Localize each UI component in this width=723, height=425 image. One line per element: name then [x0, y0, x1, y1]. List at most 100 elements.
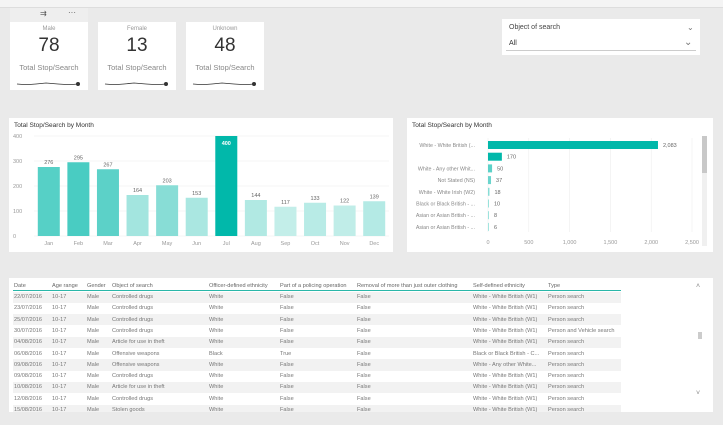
- table-cell: Person and Vehicle search: [548, 327, 615, 334]
- table-cell: White: [209, 373, 224, 380]
- bar-jul[interactable]: [215, 136, 238, 236]
- bar-jan[interactable]: [37, 167, 60, 236]
- table-cell: White - White British (W1): [473, 373, 538, 380]
- bar-aug[interactable]: [244, 200, 267, 236]
- bar-oct[interactable]: [304, 202, 327, 236]
- column-header[interactable]: Object of search: [112, 282, 153, 289]
- y-category-label: White - White British (...: [419, 143, 475, 149]
- table-row[interactable]: 25/07/2016 10-17 Male Controlled drugs White…: [13, 314, 621, 326]
- chevron-down-icon[interactable]: ⌄: [684, 37, 693, 48]
- bar-nov[interactable]: [333, 205, 356, 237]
- table-cell: False: [280, 339, 294, 346]
- y-category-label: Asian or Asian British - ...: [416, 225, 475, 231]
- bar[interactable]: [488, 152, 502, 161]
- table-cell: 10-17: [52, 407, 67, 412]
- bar[interactable]: [488, 164, 493, 173]
- x-tick-label: 0: [486, 240, 489, 246]
- table-row[interactable]: 09/08/2016 10-17 Male Offensive weapons Whit…: [13, 359, 621, 371]
- card-label: Unknown: [212, 26, 238, 32]
- table-cell: White - White British (W1): [473, 407, 538, 412]
- column-header[interactable]: Gender: [87, 282, 106, 289]
- top-bar: [0, 0, 723, 8]
- bar-mar[interactable]: [96, 169, 119, 236]
- scroll-down-icon[interactable]: ˅: [696, 390, 701, 397]
- data-label: 122: [340, 199, 349, 205]
- table-row[interactable]: 10/08/2016 10-17 Male Article for use in th…: [13, 381, 621, 394]
- table-cell: Male: [87, 407, 100, 412]
- table-cell: 10-17: [52, 327, 67, 334]
- card-value: 13: [126, 35, 148, 56]
- table-row[interactable]: 15/08/2016 10-17 Male Stolen goods White Fals…: [13, 404, 621, 412]
- table-row[interactable]: 09/08/2016 10-17 Male Controlled drugs White…: [13, 371, 621, 382]
- bar-sep[interactable]: [274, 206, 297, 236]
- bar-jun[interactable]: [185, 197, 208, 236]
- table-cell: False: [357, 327, 371, 334]
- x-tick-label: Jan: [44, 241, 53, 247]
- table-cell: White: [209, 407, 224, 412]
- bar[interactable]: [488, 141, 658, 149]
- column-header[interactable]: Age range: [52, 282, 78, 289]
- ethnicity-chart: Total Stop/Search by Month 0 500 1,000 1,50…: [407, 118, 713, 252]
- table-cell: False: [357, 294, 371, 300]
- kpi-card-unknown: Unknown 48 Total Stop/Search: [186, 22, 264, 90]
- more-options-icon[interactable]: ···: [68, 8, 76, 17]
- table-cell: False: [357, 316, 371, 323]
- table-cell: Male: [87, 384, 100, 391]
- x-tick-label: May: [162, 241, 173, 247]
- table-cell: Stolen goods: [112, 407, 145, 412]
- data-label: 37: [496, 178, 502, 184]
- data-label: 10: [494, 202, 500, 208]
- bar[interactable]: [488, 222, 489, 231]
- table-row[interactable]: 22/07/2016 10-17 Male Controlled drugs White…: [13, 291, 621, 303]
- table-cell: Person search: [548, 384, 585, 391]
- table-cell: False: [280, 384, 294, 391]
- column-header[interactable]: Date: [14, 282, 26, 289]
- bar-dec[interactable]: [363, 201, 386, 236]
- table-cell: False: [280, 327, 294, 334]
- data-label: 50: [497, 166, 503, 172]
- table-row[interactable]: 04/08/2016 10-17 Male Article for use in th…: [13, 336, 621, 348]
- table-row[interactable]: 12/08/2016 10-17 Male Controlled drugs White…: [13, 393, 621, 404]
- bar[interactable]: [488, 187, 490, 196]
- data-label: 153: [192, 191, 201, 197]
- sparkline: [104, 82, 168, 86]
- scrollbar[interactable]: [702, 136, 707, 246]
- table-cell: Male: [87, 305, 100, 312]
- table-cell: White - Any other White...: [473, 361, 537, 368]
- object-of-search-slicer[interactable]: Object of search ⌄ All ⌄: [502, 19, 700, 55]
- bar[interactable]: [488, 211, 489, 220]
- focus-mode-icon[interactable]: ⇉: [40, 9, 47, 18]
- slicer-dropdown[interactable]: [506, 37, 696, 51]
- column-header[interactable]: Removal of more than just outer clothing: [357, 282, 458, 289]
- bar-may[interactable]: [156, 185, 179, 236]
- bar-feb[interactable]: [67, 162, 90, 236]
- table-row[interactable]: 30/07/2016 10-17 Male Controlled drugs White…: [13, 325, 621, 336]
- data-label: 295: [74, 155, 83, 161]
- table-row[interactable]: 23/07/2016 10-17 Male Controlled drugs White…: [13, 303, 621, 314]
- table-cell: False: [280, 407, 294, 412]
- bar[interactable]: [488, 176, 492, 185]
- column-header[interactable]: Self-defined ethnicity: [473, 282, 525, 289]
- chevron-down-icon[interactable]: ⌄: [687, 23, 694, 32]
- table-cell: Controlled drugs: [112, 305, 154, 312]
- bar[interactable]: [488, 199, 489, 208]
- visual-header: ⇉ ···: [10, 8, 88, 22]
- card-label: Male: [42, 26, 56, 32]
- table-cell: White - White British (W1): [473, 316, 538, 323]
- column-header[interactable]: Officer-defined ethnicity: [209, 282, 268, 289]
- table-cell: Male: [87, 395, 100, 402]
- bar-apr[interactable]: [126, 195, 149, 236]
- table-row[interactable]: 06/08/2016 10-17 Male Offensive weapons Blac…: [13, 348, 621, 359]
- y-tick-label: 400: [13, 134, 22, 140]
- table-cell: False: [357, 339, 371, 346]
- table-cell: Person search: [548, 305, 585, 312]
- kpi-card-male: Male 78 Total Stop/Search: [10, 22, 88, 90]
- column-header[interactable]: Part of a policing operation: [280, 282, 347, 289]
- scroll-up-icon[interactable]: ˄: [696, 283, 701, 290]
- column-header[interactable]: Type: [548, 282, 561, 289]
- scrollbar-thumb[interactable]: [698, 332, 702, 339]
- table-header: Date Age range Gender Object of search Offic…: [13, 280, 621, 292]
- table-cell: White - White British (W1): [473, 327, 538, 334]
- table-cell: 10-17: [52, 350, 67, 357]
- x-tick-label: Nov: [340, 241, 350, 247]
